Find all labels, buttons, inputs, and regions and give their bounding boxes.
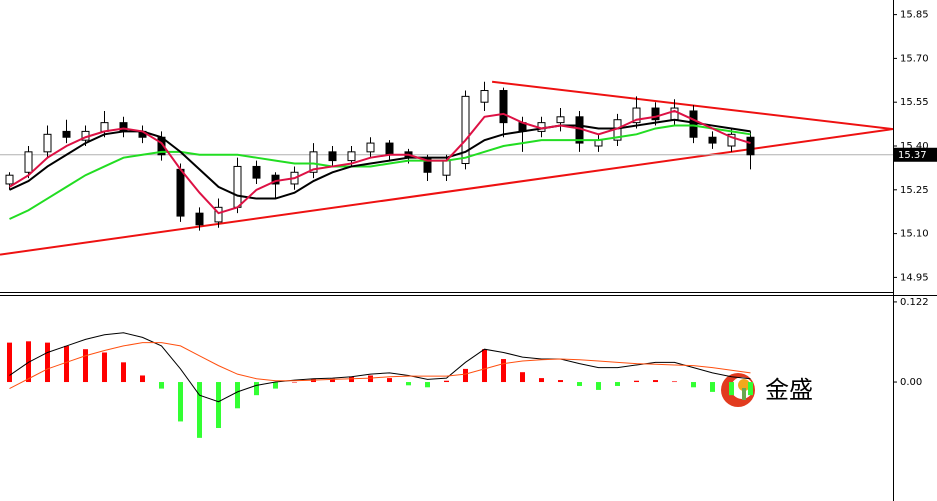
macd-bar: [64, 345, 69, 383]
macd-bar: [615, 382, 620, 386]
y-tick-label: 0.122: [900, 297, 929, 308]
macd-bar: [368, 375, 373, 383]
candle-body: [24, 151, 33, 173]
candle-body: [461, 95, 470, 165]
macd-bar: [463, 368, 468, 383]
macd-bar: [45, 342, 50, 383]
indicator-line: [9, 124, 751, 220]
candle-body: [366, 142, 375, 153]
y-tick-label: 14.95: [900, 272, 929, 283]
indicator-line: [9, 332, 751, 403]
watermark: 金盛: [765, 376, 813, 404]
candle-body: [746, 136, 755, 156]
macd-bar: [577, 382, 582, 386]
indicator-line: [9, 118, 751, 200]
candle-body: [670, 107, 679, 121]
y-tick-label: 15.10: [900, 229, 929, 240]
macd-bar: [235, 382, 240, 409]
macd-bar: [140, 375, 145, 383]
macd-bar: [482, 349, 487, 383]
candle-body: [328, 151, 337, 162]
macd-bar: [501, 359, 506, 383]
macd-bar: [26, 341, 31, 383]
y-tick-label: 15.70: [900, 53, 929, 64]
macd-bar: [596, 382, 601, 390]
macd-bar: [159, 382, 164, 389]
macd-bar: [83, 349, 88, 383]
candle-body: [309, 151, 318, 173]
candle-body: [62, 130, 71, 138]
logo-dot: [738, 379, 750, 391]
candle-body: [632, 107, 641, 124]
macd-bar: [444, 380, 449, 383]
candle-body: [252, 165, 261, 179]
y-tick-label: 15.85: [900, 10, 929, 21]
macd-bar: [520, 372, 525, 383]
last-price-box: [894, 147, 937, 162]
macd-bar: [672, 381, 677, 383]
macd-bar: [216, 382, 221, 429]
last-price-label: 15.37: [898, 150, 927, 161]
macd-bar: [197, 382, 202, 438]
macd-bar: [349, 376, 354, 383]
indicator-line: [9, 342, 751, 390]
macd-bar: [121, 362, 126, 383]
candle-body: [708, 136, 717, 144]
candle-body: [214, 206, 223, 223]
candle-body: [556, 116, 565, 124]
macd-bar: [691, 382, 696, 388]
macd-bar: [634, 380, 639, 383]
candle-body: [43, 133, 52, 153]
macd-bar: [653, 380, 658, 383]
y-tick-label: 0.00: [900, 377, 922, 388]
macd-bar: [292, 382, 297, 383]
candle-body: [480, 90, 489, 103]
macd-bar: [7, 342, 12, 383]
macd-bar: [710, 382, 715, 392]
macd-bar: [273, 382, 278, 389]
macd-bar: [102, 352, 107, 383]
macd-bar: [330, 378, 335, 383]
macd-bar: [748, 382, 753, 396]
candle-body: [385, 142, 394, 156]
candle-body: [727, 133, 736, 147]
macd-bar: [387, 378, 392, 383]
trend-line: [491, 80, 894, 131]
y-tick-label: 15.25: [900, 185, 929, 196]
candle-body: [176, 168, 185, 217]
candle-body: [195, 212, 204, 226]
candle-body: [442, 160, 451, 176]
candle-body: [119, 122, 128, 132]
macd-bar: [406, 382, 411, 386]
y-tick-label: 15.55: [900, 97, 929, 108]
macd-bar: [729, 382, 734, 396]
candle-body: [233, 165, 242, 208]
candle-body: [5, 174, 14, 185]
candle-body: [651, 107, 660, 121]
y-tick-label: 15.40: [900, 141, 929, 152]
logo-stem: [742, 388, 746, 400]
logo: [721, 373, 755, 407]
macd-bar: [558, 380, 563, 383]
candle-body: [347, 151, 356, 162]
macd-bar: [539, 378, 544, 383]
indicator-line: [8, 109, 751, 215]
macd-bar: [254, 382, 259, 396]
trend-line: [0, 128, 894, 256]
candle-body: [689, 110, 698, 138]
candle-body: [499, 90, 508, 124]
macd-bar: [178, 382, 183, 422]
macd-bar: [425, 382, 430, 388]
